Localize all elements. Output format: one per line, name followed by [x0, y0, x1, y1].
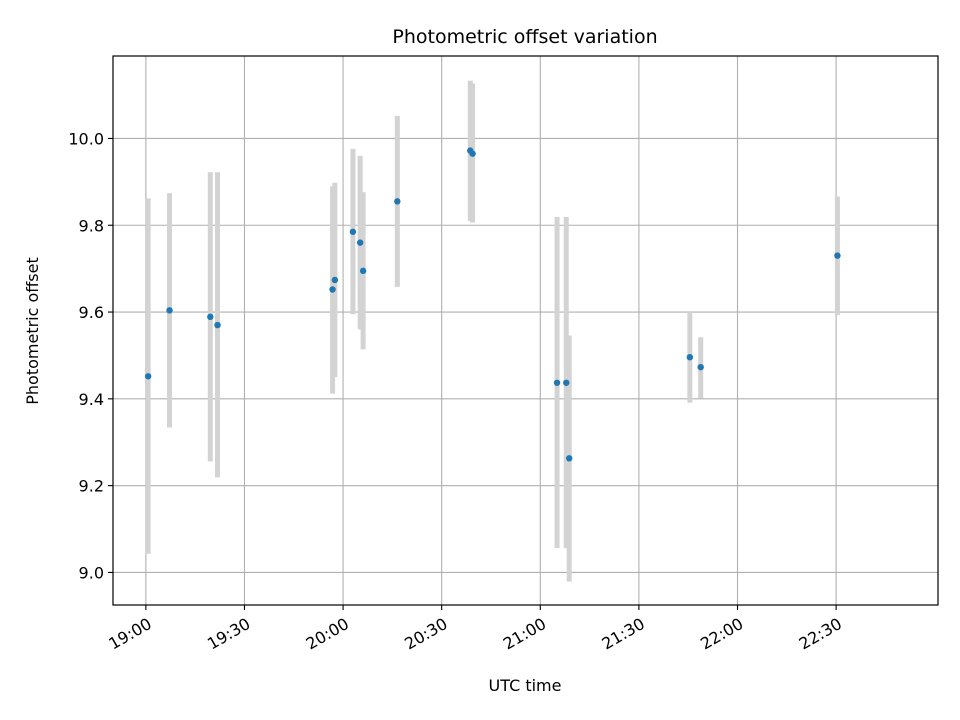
data-point — [329, 286, 336, 293]
data-point — [207, 313, 214, 321]
data-point — [469, 150, 476, 157]
x-tick-label: 22:30 — [796, 614, 845, 654]
data-point — [686, 353, 694, 361]
x-tick-label: 20:30 — [401, 614, 450, 654]
data-point — [566, 455, 573, 462]
data-point — [356, 239, 364, 246]
data-point — [166, 307, 173, 314]
y-tick-label: 9.6 — [79, 303, 104, 322]
data-point — [553, 379, 561, 386]
chart-title: Photometric offset variation — [392, 26, 657, 48]
y-tick-label: 9.4 — [79, 390, 104, 409]
data-point — [834, 252, 841, 259]
data-point — [144, 373, 152, 380]
data-point — [394, 198, 401, 205]
x-tick-label: 21:00 — [500, 614, 549, 654]
x-axis-label: UTC time — [489, 676, 562, 695]
y-axis-ticks: 9.0 9.2 9.4 9.6 9.8 10.0 — [68, 129, 113, 582]
x-tick-label: 20:00 — [303, 614, 352, 654]
x-tick-label: 19:00 — [105, 614, 154, 654]
y-tick-label: 10.0 — [68, 129, 104, 148]
data-points — [144, 147, 841, 462]
grid — [113, 56, 938, 605]
y-tick-label: 9.2 — [79, 477, 104, 496]
data-point — [697, 363, 704, 371]
data-point — [359, 267, 367, 275]
y-axis-label: Photometric offset — [23, 257, 42, 405]
x-tick-label: 21:30 — [598, 614, 647, 654]
plot-frame — [112, 55, 939, 606]
x-tick-label: 19:30 — [204, 614, 253, 654]
error-bars — [145, 80, 840, 582]
data-point — [563, 379, 570, 386]
y-tick-label: 9.8 — [79, 216, 104, 235]
y-tick-label: 9.0 — [79, 563, 104, 582]
x-axis-ticks: 19:00 19:30 20:00 20:30 21:00 21:30 22:00 22:30 — [105, 605, 845, 654]
data-point — [331, 276, 339, 284]
x-tick-label: 22:00 — [697, 614, 746, 654]
data-point — [349, 228, 357, 235]
data-point — [214, 321, 221, 329]
